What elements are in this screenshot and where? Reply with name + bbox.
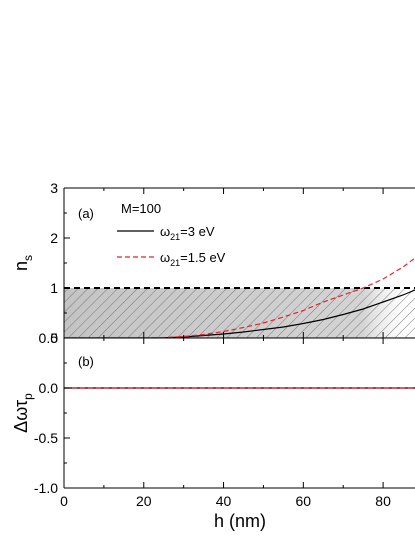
panel-a-label: (a) [78,206,94,221]
legend-label-series-2: ω21=1.5 eV [160,250,226,268]
x-tick-label: 80 [375,493,391,509]
y-tick-label: -1.0 [34,480,58,496]
y-axis-title-b: Δωτp [11,393,35,433]
x-tick-label: 60 [296,493,312,509]
y-tick-label: 0.5 [39,330,59,346]
series-line-2 [64,257,415,338]
panel-a: 0 1 2 3 (a) M=100 ω21=3 eV ω21=1.5 eV ns [11,180,415,346]
x-tick-label: 0 [60,493,68,509]
legend: ω21=3 eV ω21=1.5 eV [117,224,226,268]
panel-b: -1.0 -0.5 0.0 0.5 0 20 40 60 80 (b) Δωτp h (nm) [11,330,415,531]
y-tick-label: -0.5 [34,430,58,446]
panel-b-label: (b) [78,354,94,369]
annotation-text: M=100 [121,201,161,216]
x-axis-title: h (nm) [214,511,266,531]
y-tick-label: 0 [50,330,58,346]
x-tick-label: 40 [216,493,232,509]
y-tick-label: 1 [50,280,58,296]
legend-label-series-1: ω21=3 eV [160,224,215,242]
y-tick-label: 0.0 [39,380,59,396]
y-axis-title-a: ns [11,255,35,271]
x-tick-label: 20 [136,493,152,509]
y-tick-label: 3 [50,180,58,196]
shaded-region-hatch [64,288,415,338]
y-tick-label: 2 [50,230,58,246]
